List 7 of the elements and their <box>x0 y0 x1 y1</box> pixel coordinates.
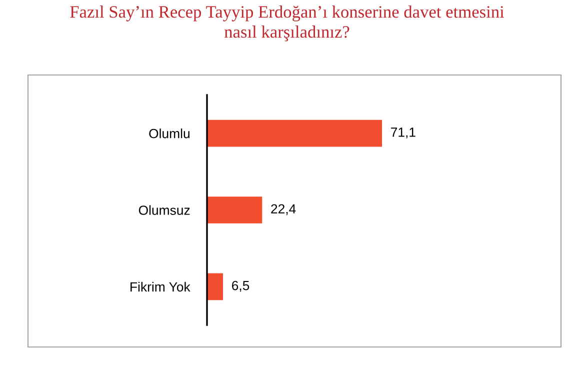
y-tick-label: Olumsuz <box>138 205 190 215</box>
data-label: 71,1 <box>391 128 416 138</box>
y-tick-label: Olumlu <box>149 128 190 138</box>
y-tick-label: Fikrim Yok <box>130 282 190 292</box>
data-label: 22,4 <box>271 204 296 216</box>
data-label: 6,5 <box>232 280 250 292</box>
chart-title: Fazıl Say’ın Recep Tayyip Erdoğan’ı konserine davet etmesini nasıl karşıladınız? <box>70 6 504 42</box>
